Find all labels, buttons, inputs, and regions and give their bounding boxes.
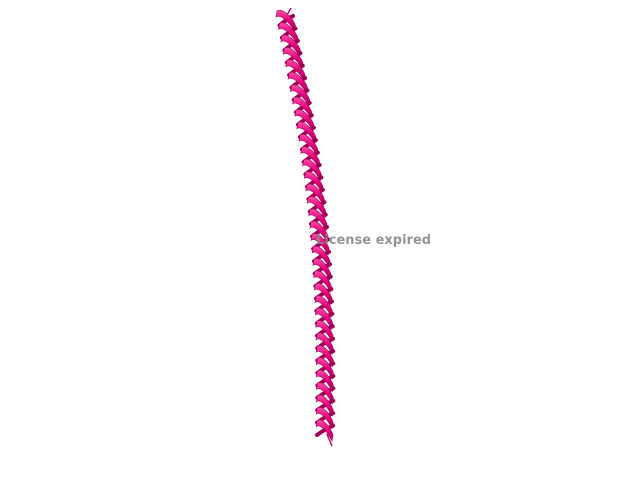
helix-turn-front xyxy=(308,208,328,231)
helix-turn-front xyxy=(315,332,334,356)
helix-turn-front xyxy=(303,171,324,194)
helix-turn-front xyxy=(313,270,332,294)
helix-turn-front xyxy=(302,158,322,182)
helix-turn-front xyxy=(298,134,319,157)
alpha-helix xyxy=(275,7,336,447)
helix-turn-front xyxy=(310,233,330,256)
helix-turn-front xyxy=(315,345,334,368)
helix-turn-front xyxy=(315,394,334,418)
helix-turn-front xyxy=(300,146,320,169)
helix-turn-front xyxy=(296,121,317,145)
helix-turn-front xyxy=(314,307,334,331)
helix-turn-front xyxy=(315,357,334,380)
helix-turn-front xyxy=(312,258,332,281)
helix-turn-front xyxy=(311,245,331,269)
helix-turn-front xyxy=(313,282,333,306)
helix-turn-front xyxy=(315,320,334,343)
helix-turn-front xyxy=(315,419,334,442)
helix-turn-front xyxy=(314,295,333,318)
helix-turn-front xyxy=(305,183,325,207)
helix-turn-front xyxy=(315,369,334,393)
helix-turn-front xyxy=(306,196,327,219)
helix-turn-front xyxy=(315,407,334,430)
helix-turn-front xyxy=(309,220,329,244)
helix-n-terminus xyxy=(286,7,292,16)
helix-turn-front xyxy=(294,109,315,132)
license-expired-watermark: License expired xyxy=(316,233,432,248)
helix-turn-front xyxy=(315,382,334,405)
helix-c-terminus xyxy=(326,433,333,447)
